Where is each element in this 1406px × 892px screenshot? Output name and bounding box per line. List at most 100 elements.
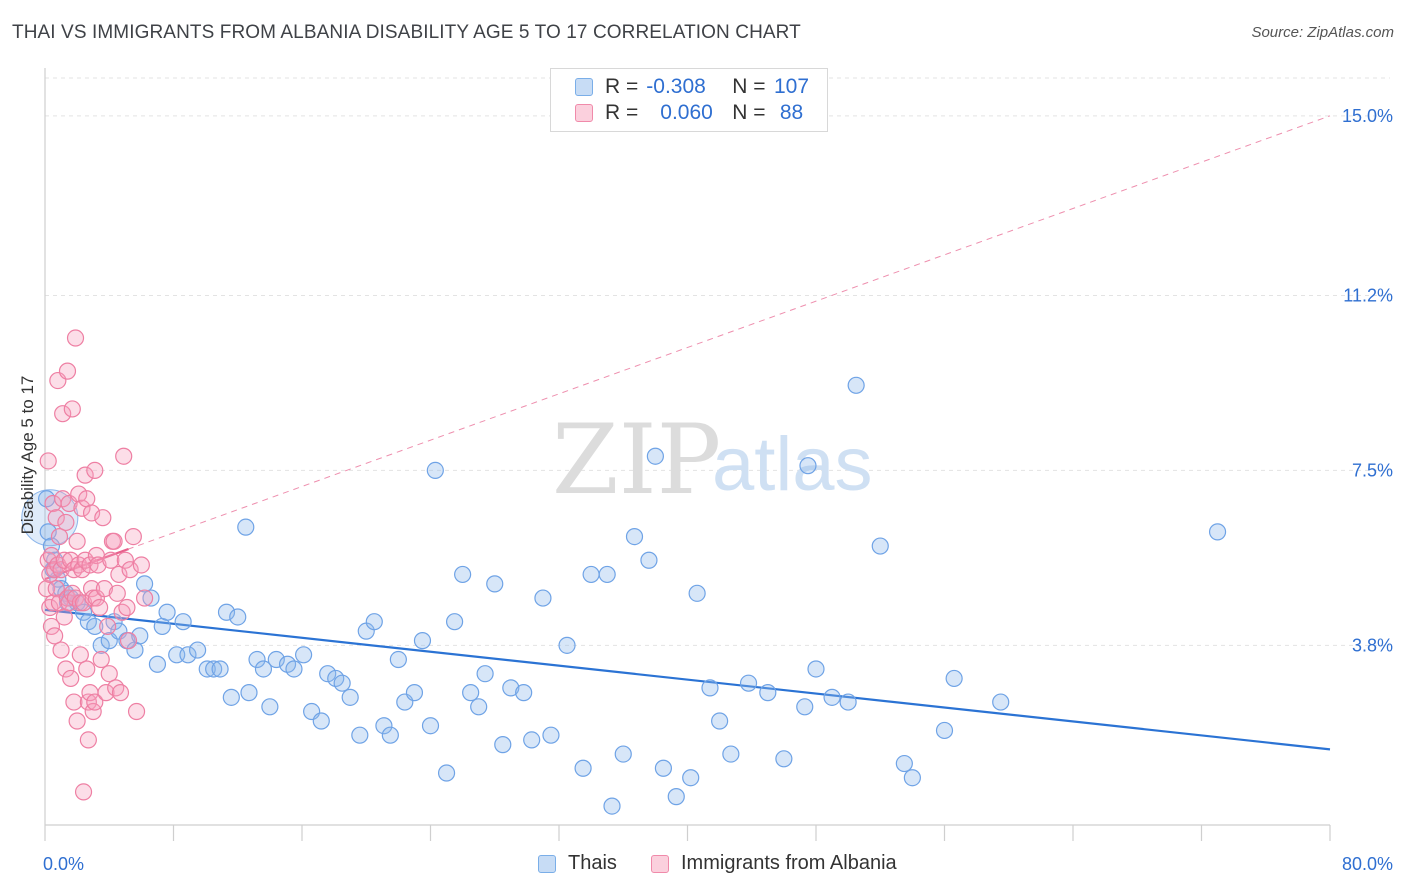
data-point-thais <box>542 726 560 744</box>
data-point-thais <box>198 660 216 678</box>
data-point-albania <box>74 783 93 801</box>
data-point-thais <box>945 669 963 688</box>
data-point-albania <box>135 589 154 607</box>
data-point-albania <box>62 551 80 569</box>
data-point-albania <box>115 447 133 465</box>
data-point-albania <box>76 551 94 569</box>
data-point-thais <box>454 565 472 584</box>
data-point-albania <box>99 617 117 636</box>
data-point-albania <box>42 617 61 636</box>
data-point-albania <box>65 693 83 711</box>
r-value: -0.308 <box>646 75 706 98</box>
gridlines <box>45 77 1390 646</box>
data-point-albania <box>63 400 81 418</box>
data-point-albania <box>58 362 77 380</box>
data-point-albania <box>86 693 104 711</box>
data-point-albania <box>127 702 146 721</box>
data-point-thais <box>312 712 330 730</box>
data-point-albania <box>113 603 131 621</box>
data-point-thais <box>445 613 464 631</box>
data-point-albania <box>68 712 86 730</box>
y-tick-label: 11.2% <box>1343 285 1393 305</box>
data-point-thais <box>413 632 432 650</box>
n-value: 107 <box>774 75 810 98</box>
data-point-thais <box>462 684 480 702</box>
data-point-thais <box>86 617 104 636</box>
data-point-albania <box>57 660 75 678</box>
x-tick-label: 0.0% <box>43 854 84 874</box>
data-point-thais <box>333 674 351 692</box>
data-point-thais <box>248 650 266 669</box>
data-point-thais <box>205 660 223 678</box>
data-point-thais <box>240 684 258 702</box>
data-point-thais <box>847 376 865 394</box>
data-point-thais <box>153 617 171 636</box>
tick-labels: 3.8% 7.5% 11.2% 15.0% 0.0% 80.0% <box>43 106 1393 874</box>
data-point-thais <box>188 641 207 659</box>
data-point-thais <box>405 684 424 702</box>
data-point-albania <box>108 584 126 602</box>
data-point-thais <box>935 721 954 740</box>
data-point-thais <box>74 603 93 621</box>
data-point-thais <box>667 788 685 806</box>
data-point-albania <box>57 513 75 532</box>
data-point-thais <box>131 627 149 645</box>
data-point-thais <box>365 613 383 631</box>
data-point-albania <box>70 485 88 503</box>
data-point-albania <box>124 528 142 546</box>
data-point-albania <box>47 509 65 527</box>
legend-row-thais: R = -0.308 N = 107 <box>575 74 812 100</box>
legend-label-thais: Thais <box>568 852 617 874</box>
data-point-thais <box>476 665 494 683</box>
data-point-albania <box>62 669 80 688</box>
trendline-albania-extended <box>44 115 1331 580</box>
data-point-thais <box>142 589 160 607</box>
data-point-thais <box>158 603 176 621</box>
data-point-thais <box>799 457 817 475</box>
data-point-thais <box>39 523 57 541</box>
correlation-legend: R = -0.308 N = 107 R = 0.060 N = 88 <box>550 68 828 132</box>
legend-item-albania[interactable]: Immigrants from Albania <box>651 852 897 875</box>
r-label: R = <box>605 101 639 124</box>
data-point-thais <box>1208 523 1227 541</box>
data-point-albania <box>39 452 57 470</box>
watermark-atlas: atlas <box>712 422 873 507</box>
data-point-albania <box>92 650 110 669</box>
data-point-albania <box>110 565 128 584</box>
data-point-albania <box>73 561 91 579</box>
data-point-thais <box>254 660 273 678</box>
data-point-thais <box>237 518 255 536</box>
data-point-albania <box>68 532 86 550</box>
y-tick-label: 3.8% <box>1352 635 1393 655</box>
data-point-thais <box>759 684 777 702</box>
data-point-thais <box>574 759 592 777</box>
thais-swatch <box>575 78 593 96</box>
data-point-albania <box>42 546 61 565</box>
data-point-thais <box>179 646 197 664</box>
data-point-albania <box>66 329 85 347</box>
data-point-thais <box>211 660 229 678</box>
data-point-thais <box>421 717 440 735</box>
data-point-albania <box>41 598 59 617</box>
data-point-thais <box>494 736 512 754</box>
legend-row-albania: R = 0.060 N = 88 <box>575 100 812 126</box>
albania-swatch <box>575 104 593 122</box>
data-point-albania <box>73 499 91 517</box>
data-point-thais <box>285 660 303 678</box>
data-point-thais <box>295 646 313 664</box>
data-point-albania <box>95 580 114 598</box>
data-point-albania <box>46 627 64 645</box>
data-point-thais <box>470 698 488 716</box>
data-point-albania <box>132 556 150 574</box>
data-point-thais <box>992 693 1010 711</box>
legend-item-thais[interactable]: Thais <box>538 852 617 875</box>
data-point-thais <box>229 608 247 626</box>
data-point-thais <box>502 679 520 697</box>
data-point-thais <box>903 769 921 787</box>
data-point-albania <box>54 405 72 423</box>
data-point-thais <box>711 712 729 730</box>
data-point-thais <box>341 688 359 706</box>
data-point-albania <box>119 632 138 650</box>
albania-swatch <box>651 854 669 873</box>
